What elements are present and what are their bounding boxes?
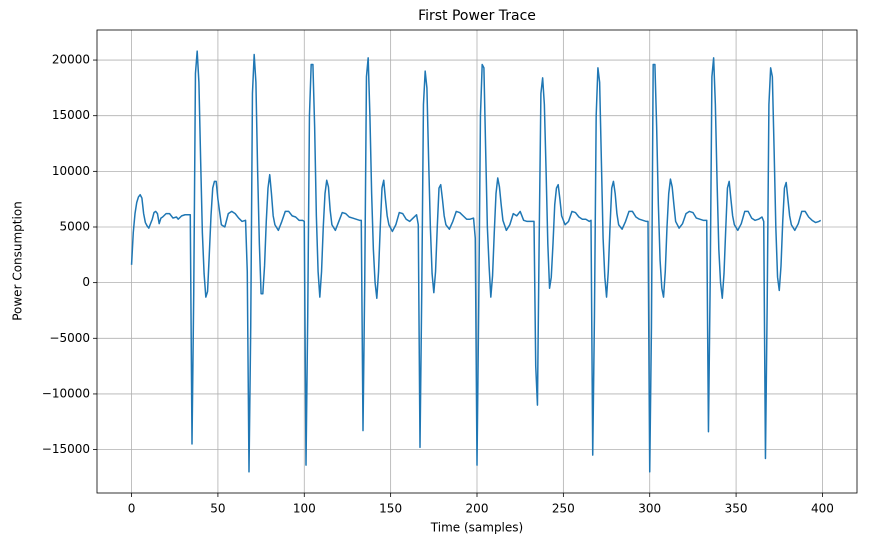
- x-tick-label: 100: [293, 502, 316, 516]
- y-tick-label: −10000: [42, 386, 90, 400]
- x-tick-label: 200: [466, 502, 489, 516]
- x-tick-label: 300: [638, 502, 661, 516]
- x-axis-label: Time (samples): [430, 521, 523, 535]
- x-tick-label: 50: [210, 502, 225, 516]
- y-tick-label: 20000: [52, 53, 90, 67]
- x-tick-label: 250: [552, 502, 575, 516]
- x-tick-label: 0: [128, 502, 136, 516]
- plot-layer: [130, 50, 822, 473]
- y-axis-label: Power Consumption: [11, 201, 25, 321]
- x-tick-label: 150: [379, 502, 402, 516]
- data-line: [130, 50, 822, 473]
- x-tick-label: 350: [725, 502, 748, 516]
- y-tick-label: 10000: [52, 164, 90, 178]
- y-tick-label: −15000: [42, 442, 90, 456]
- y-tick-label: 5000: [59, 219, 90, 233]
- y-tick-label: −5000: [49, 331, 90, 345]
- y-tick-label: 0: [82, 275, 90, 289]
- chart-title: First Power Trace: [418, 8, 536, 24]
- y-tick-label: 15000: [52, 108, 90, 122]
- x-tick-label: 400: [811, 502, 834, 516]
